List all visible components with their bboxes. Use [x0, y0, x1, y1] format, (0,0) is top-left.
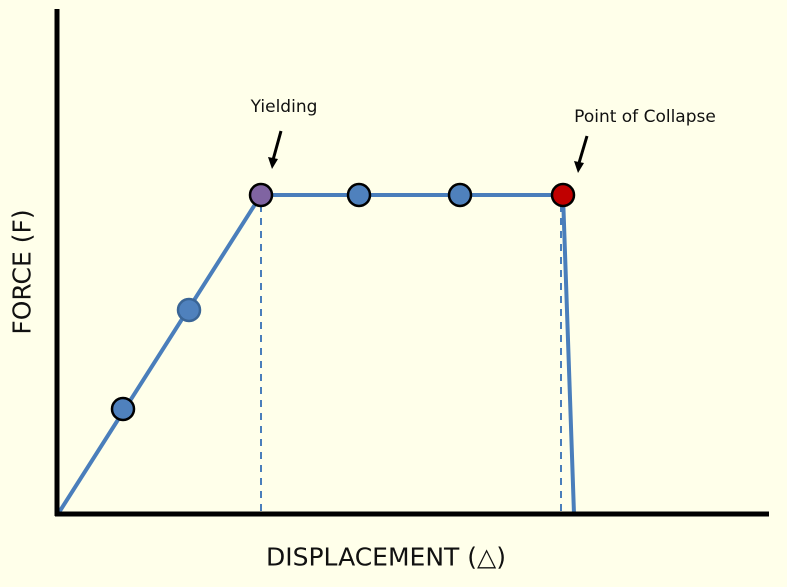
yielding-arrow-icon: [268, 130, 283, 169]
yielding-annotation: Yielding: [250, 97, 318, 117]
collapse-point: [550, 182, 576, 208]
y-axis-label: FORCE (F): [7, 209, 37, 335]
data-point: [176, 297, 202, 323]
data-point: [110, 396, 136, 422]
yield-point: [248, 182, 274, 208]
x-axis-label: DISPLACEMENT (△): [265, 542, 507, 572]
collapse-annotation: Point of Collapse: [574, 107, 716, 127]
force-displacement-curve: [56, 193, 576, 516]
data-point: [447, 182, 473, 208]
data-point: [346, 182, 372, 208]
collapse-arrow-icon: [574, 135, 589, 173]
